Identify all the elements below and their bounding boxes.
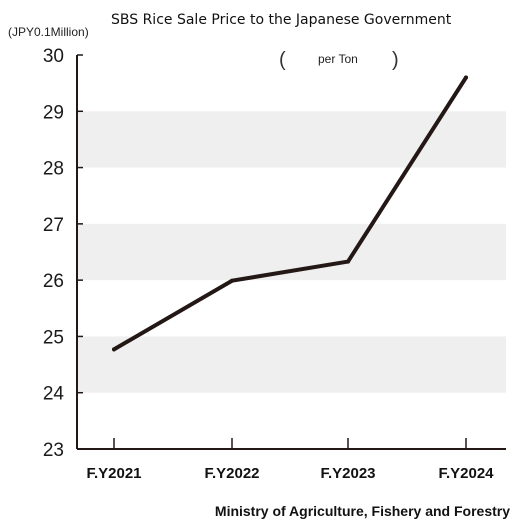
y-tick-label-25: 25 [43, 327, 64, 348]
x-tick-label-1: F.Y2022 [204, 465, 259, 482]
data-point-1 [230, 278, 234, 283]
band-24-25 [77, 336, 506, 393]
data-point-3 [464, 75, 468, 80]
y-tick-label-27: 27 [43, 215, 64, 236]
source-note: Ministry of Agriculture, Fishery and For… [215, 503, 510, 519]
chart-title: SBS Rice Sale Price to the Japanese Gove… [111, 12, 452, 28]
y-axis-unit-label: (JPY0.1Million) [8, 25, 89, 39]
x-tick-label-0: F.Y2021 [86, 465, 141, 482]
data-point-0 [112, 347, 116, 352]
y-tick-label-24: 24 [43, 384, 65, 405]
y-tick-label-30: 30 [43, 46, 64, 67]
chart-subtitle: per Ton [318, 52, 358, 66]
x-tick-label-2: F.Y2023 [320, 465, 375, 482]
y-tick-label-28: 28 [43, 159, 64, 180]
y-tick-label-29: 29 [43, 102, 64, 123]
background-bands [77, 111, 506, 393]
series-group [112, 75, 468, 352]
x-tick-label-3: F.Y2024 [438, 465, 494, 482]
subtitle-open-paren: ( [279, 49, 286, 71]
series-line-0 [112, 75, 468, 352]
subtitle-close-paren: ) [392, 49, 399, 71]
y-axis-ticks: 23 24 25 26 27 28 29 30 [43, 46, 83, 461]
y-tick-label-23: 23 [43, 440, 64, 461]
y-tick-label-26: 26 [43, 271, 64, 292]
x-axis-ticks: F.Y2021 F.Y2022 F.Y2023 F.Y2024 [86, 438, 494, 482]
data-point-2 [346, 259, 350, 264]
band-28-29 [77, 111, 506, 168]
